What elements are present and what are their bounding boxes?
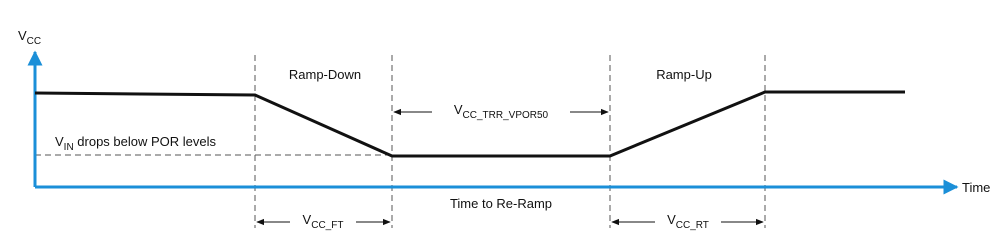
vcc-waveform — [34, 90, 905, 158]
re-ramp-label: Time to Re-Ramp — [450, 196, 552, 211]
rt-label: VCC_RT — [667, 212, 709, 231]
text-part: drops below POR levels — [74, 134, 217, 149]
text-part: CC_FT — [311, 220, 343, 231]
text-part: CC — [27, 36, 41, 47]
label-bg — [432, 100, 570, 122]
ft-label: VCC_FT — [303, 212, 344, 231]
label-bg — [290, 212, 356, 230]
ramp-up-label: Ramp-Up — [656, 67, 712, 82]
y-axis-label: VCC — [18, 28, 41, 47]
text-part: V — [454, 102, 463, 117]
text-part: CC_TRR_VPOR50 — [463, 110, 549, 121]
text-part: V — [667, 212, 676, 227]
timing-diagram: VCC Time Ramp-Down Ramp-Up VCC_TRR_VPOR5… — [18, 28, 990, 231]
threshold-label: VIN drops below POR levels — [55, 134, 217, 153]
text-part: V — [55, 134, 64, 149]
text-part: CC_RT — [676, 220, 709, 231]
text-part: V — [18, 28, 27, 43]
text-part: V — [303, 212, 312, 227]
ramp-down-label: Ramp-Down — [289, 67, 361, 82]
text-part: IN — [64, 142, 74, 153]
x-axis-label: Time — [962, 180, 990, 195]
guides — [35, 55, 766, 228]
label-bg — [655, 212, 721, 230]
trr-label: VCC_TRR_VPOR50 — [454, 102, 549, 121]
